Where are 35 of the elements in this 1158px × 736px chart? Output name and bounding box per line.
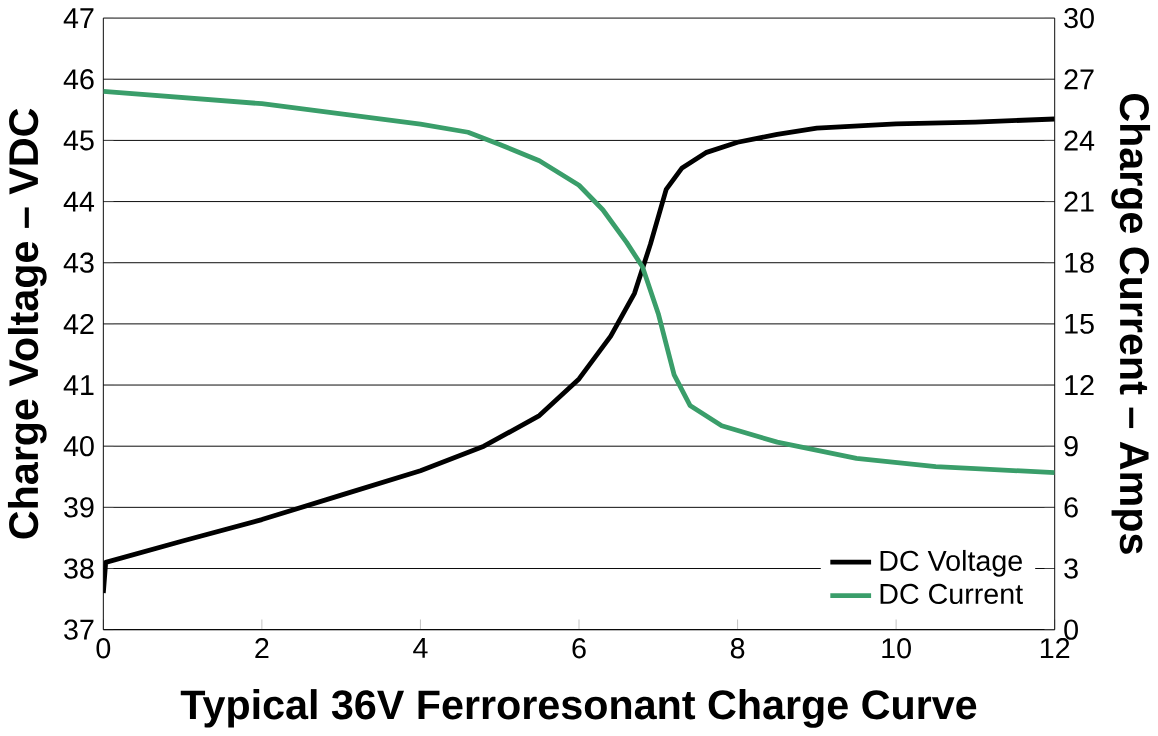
x-tick-label: 0 — [96, 638, 111, 659]
y-tick-label: 46 — [63, 69, 94, 90]
y2-tick-label: 18 — [1065, 252, 1094, 273]
x-tick-label: 8 — [730, 638, 745, 659]
x-tick-label: 2 — [255, 638, 269, 659]
y-tick-label: 43 — [63, 252, 94, 273]
y2-tick-label: 6 — [1064, 497, 1078, 518]
x-tick-label: 12 — [1040, 638, 1070, 659]
y2-tick-label: 27 — [1064, 69, 1094, 90]
legend-label: DC Voltage — [880, 550, 1022, 577]
x-tick-label: 10 — [882, 638, 911, 659]
y2-tick-label: 24 — [1064, 130, 1095, 151]
y2-tick-label: 9 — [1064, 436, 1078, 457]
legend-label: DC Current — [880, 583, 1023, 605]
x-tick-label: 6 — [572, 638, 586, 659]
y-axis-title: Charge Voltage – VDC — [7, 108, 47, 539]
y-tick-label: 40 — [63, 436, 94, 457]
line-series — [103, 89, 1055, 476]
x-tick-label: 4 — [413, 638, 428, 658]
y-tick-label: 38 — [64, 558, 94, 579]
y-tick-label: 37 — [64, 619, 94, 640]
y2-tick-label: 30 — [1064, 8, 1094, 29]
y2-tick-label: 0 — [1064, 619, 1078, 640]
y2-axis-title: Charge Current – Amps — [1111, 94, 1151, 554]
y-tick-label: 41 — [63, 375, 94, 396]
y-tick-label: 45 — [63, 130, 94, 151]
y2-tick-label: 21 — [1064, 191, 1094, 212]
y-tick-label: 39 — [64, 497, 94, 518]
x-axis-title: Typical 36V Ferroresonant Charge Curve — [180, 689, 977, 728]
y2-tick-label: 3 — [1064, 558, 1078, 579]
y-tick-label: 47 — [63, 8, 94, 29]
y2-tick-label: 15 — [1065, 314, 1094, 334]
y-tick-label: 44 — [63, 191, 95, 212]
y-tick-label: 42 — [63, 314, 94, 335]
y2-tick-label: 12 — [1065, 375, 1094, 396]
